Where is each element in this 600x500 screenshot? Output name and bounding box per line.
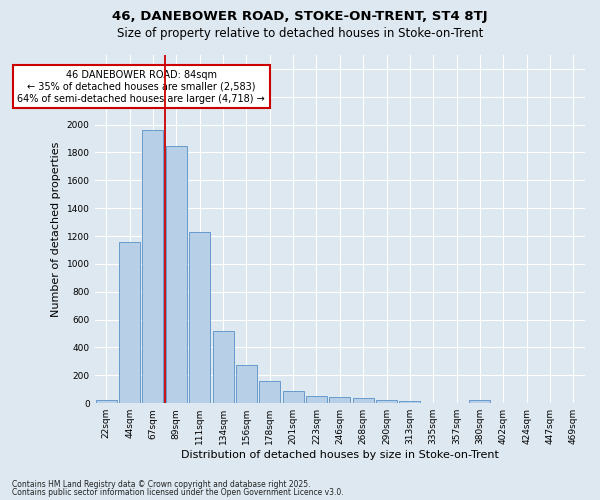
- Text: Size of property relative to detached houses in Stoke-on-Trent: Size of property relative to detached ho…: [117, 28, 483, 40]
- Bar: [259, 381, 280, 403]
- Bar: [469, 400, 490, 403]
- Bar: [212, 332, 233, 403]
- Text: 46 DANEBOWER ROAD: 84sqm
← 35% of detached houses are smaller (2,583)
64% of sem: 46 DANEBOWER ROAD: 84sqm ← 35% of detach…: [17, 70, 265, 104]
- X-axis label: Distribution of detached houses by size in Stoke-on-Trent: Distribution of detached houses by size …: [181, 450, 499, 460]
- Bar: [283, 390, 304, 403]
- Bar: [376, 400, 397, 403]
- Bar: [400, 400, 421, 403]
- Bar: [166, 146, 187, 403]
- Bar: [236, 365, 257, 403]
- Y-axis label: Number of detached properties: Number of detached properties: [51, 142, 61, 317]
- Bar: [329, 397, 350, 403]
- Bar: [142, 130, 163, 403]
- Text: Contains public sector information licensed under the Open Government Licence v3: Contains public sector information licen…: [12, 488, 344, 497]
- Text: Contains HM Land Registry data © Crown copyright and database right 2025.: Contains HM Land Registry data © Crown c…: [12, 480, 311, 489]
- Bar: [96, 400, 117, 403]
- Bar: [306, 396, 327, 403]
- Bar: [189, 232, 210, 403]
- Bar: [119, 242, 140, 403]
- Bar: [353, 398, 374, 403]
- Text: 46, DANEBOWER ROAD, STOKE-ON-TRENT, ST4 8TJ: 46, DANEBOWER ROAD, STOKE-ON-TRENT, ST4 …: [112, 10, 488, 23]
